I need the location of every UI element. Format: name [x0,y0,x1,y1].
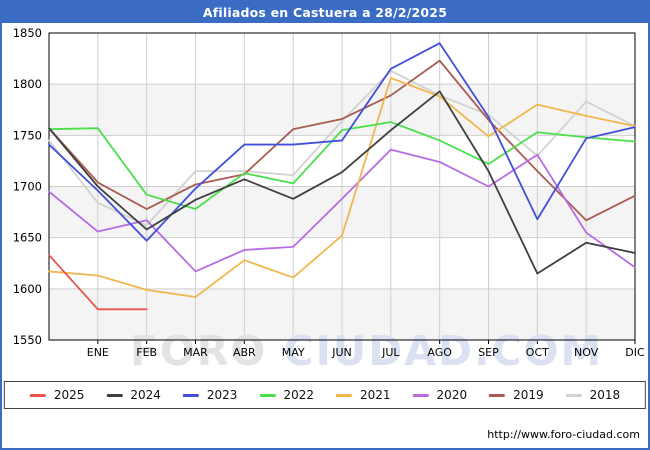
series-line-2019 [48,59,636,222]
y-tick-label: 1650 [13,231,42,245]
legend-dash-2018 [565,393,582,397]
y-tick-label: 1600 [13,282,42,296]
x-tick-label: OCT [526,346,549,359]
legend-label: 2023 [206,388,238,402]
legend-dash-2020 [412,393,429,397]
legend-item-2022: 2022 [259,388,314,402]
title-bar: Afiliados en Castuera a 28/2/2025 [2,2,648,23]
legend-dash-2021 [336,393,352,397]
x-tick-label: FEB [136,346,157,359]
y-tick-label: 1700 [13,180,42,194]
legend-label: 2024 [130,388,161,402]
x-tick-label: NOV [574,346,599,359]
plot-border [48,32,636,341]
legend-item-2024: 2024 [106,388,161,402]
footer-url: http://www.foro-ciudad.com [487,428,640,441]
legend-label: 2019 [513,388,544,402]
x-tick-label: AGO [427,346,452,359]
legend-item-2018: 2018 [565,388,621,402]
series-line-2020 [48,148,636,273]
x-tick-label: ABR [233,346,256,359]
legend-dash-2025 [29,393,46,397]
legend-item-2021: 2021 [336,388,391,402]
x-tick-label: ENE [87,346,109,359]
y-tick-label: 1550 [13,333,42,347]
legend-dash-2023 [182,393,199,397]
y-tick-label: 1750 [13,128,42,142]
x-tick-label: DIC [625,346,645,359]
chart-legend: 2025 2024 2023 2022 2021 2020 2019 2018 [3,381,647,409]
legend-item-2020: 2020 [412,388,468,402]
legend-dash-2022 [259,393,276,397]
legend-label: 2022 [283,388,314,402]
x-tick-label: MAY [282,346,305,359]
chart-area: 1550 1600 1650 1700 1750 1800 1850 FORO CIUDAD.… [2,23,648,378]
watermark: FORO CIUDAD.COM [130,327,603,375]
series-line-2025 [48,254,148,311]
series-line-2023 [48,42,636,242]
legend-label: 2020 [436,388,468,402]
x-tick-label: JUL [381,346,400,359]
chart-title: Afiliados en Castuera a 28/2/2025 [202,5,448,20]
legend-item-2019: 2019 [489,388,544,402]
legend-label: 2021 [360,388,391,402]
y-tick-label: 1800 [13,77,42,91]
x-tick-label: SEP [478,346,499,359]
legend-dash-2019 [489,393,506,397]
y-tick-label: 1850 [13,26,42,40]
series-line-2021 [48,77,636,298]
legend-item-2023: 2023 [182,388,238,402]
x-tick-label: JUN [331,346,352,359]
series-line-2024 [48,90,636,275]
legend-label: 2018 [589,388,621,402]
series-line-2022 [48,121,636,210]
legend-item-2025: 2025 [29,388,85,402]
legend-dash-2024 [106,393,123,397]
legend-label: 2025 [53,388,85,402]
x-tick-label: MAR [183,346,208,359]
chart-svg: 1550 1600 1650 1700 1750 1800 1850 FORO CIUDAD.… [13,26,645,375]
